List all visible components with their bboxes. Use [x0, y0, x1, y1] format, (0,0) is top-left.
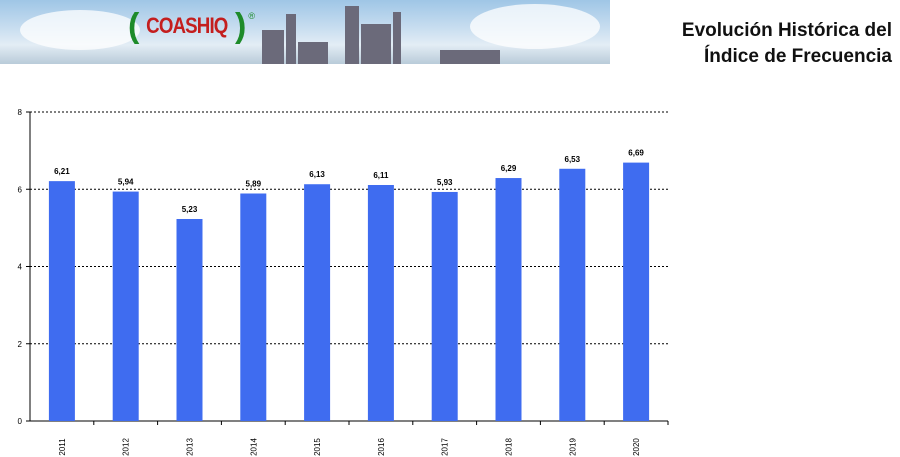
bar — [304, 184, 331, 421]
cloud-decoration — [470, 4, 600, 49]
x-tick-label: 2015 — [313, 438, 322, 456]
x-tick-label: 2013 — [186, 438, 195, 456]
logo-text: COASHIQ — [146, 13, 229, 38]
plant-silhouette — [361, 24, 391, 64]
cloud-decoration — [20, 10, 140, 50]
plant-silhouette — [262, 30, 284, 64]
bar — [240, 193, 267, 421]
logo-paren-left: ( — [128, 7, 140, 45]
y-tick-label: 0 — [18, 417, 23, 426]
header-banner: ( COASHIQ ) ® — [0, 0, 610, 64]
plant-silhouette — [345, 6, 359, 64]
bar — [48, 181, 75, 421]
data-label: 6,21 — [54, 167, 70, 176]
x-tick-label: 2020 — [632, 438, 641, 456]
registered-mark: ® — [248, 11, 255, 21]
data-label: 5,93 — [437, 178, 453, 187]
page-title-line2: Índice de Frecuencia — [704, 46, 892, 67]
x-tick-label: 2017 — [441, 438, 450, 456]
data-label: 5,89 — [246, 179, 262, 188]
bar — [623, 162, 650, 421]
data-label: 6,53 — [565, 155, 581, 164]
x-tick-label: 2012 — [122, 438, 131, 456]
data-label: 5,94 — [118, 178, 134, 187]
bar — [367, 185, 394, 421]
y-tick-label: 2 — [18, 340, 23, 349]
y-tick-label: 6 — [18, 185, 23, 194]
data-label: 6,13 — [309, 170, 325, 179]
y-tick-label: 8 — [18, 108, 23, 117]
data-label: 5,23 — [182, 205, 198, 214]
x-tick-label: 2016 — [377, 438, 386, 456]
y-tick-label: 4 — [18, 263, 23, 272]
plant-silhouette — [440, 50, 500, 64]
x-tick-label: 2014 — [249, 438, 258, 456]
x-tick-label: 2019 — [568, 438, 577, 456]
x-tick-label: 2011 — [58, 438, 67, 456]
data-label: 6,69 — [628, 149, 644, 158]
bar — [431, 191, 458, 421]
x-tick-label: 2018 — [505, 438, 514, 456]
bar — [112, 191, 139, 421]
company-logo: ( COASHIQ ) ® — [128, 8, 255, 44]
plant-silhouette — [393, 12, 401, 64]
plant-silhouette — [286, 14, 296, 64]
bar — [495, 178, 522, 421]
logo-paren-right: ) — [235, 7, 247, 45]
bar — [176, 218, 203, 421]
page-title-line1: Evolución Histórica del — [681, 20, 892, 41]
data-label: 6,29 — [501, 164, 517, 173]
page-title: Evolución Histórica del Índice de Frecue… — [682, 18, 892, 70]
plant-silhouette — [298, 42, 328, 64]
bar — [559, 168, 586, 421]
data-label: 6,11 — [373, 171, 389, 180]
